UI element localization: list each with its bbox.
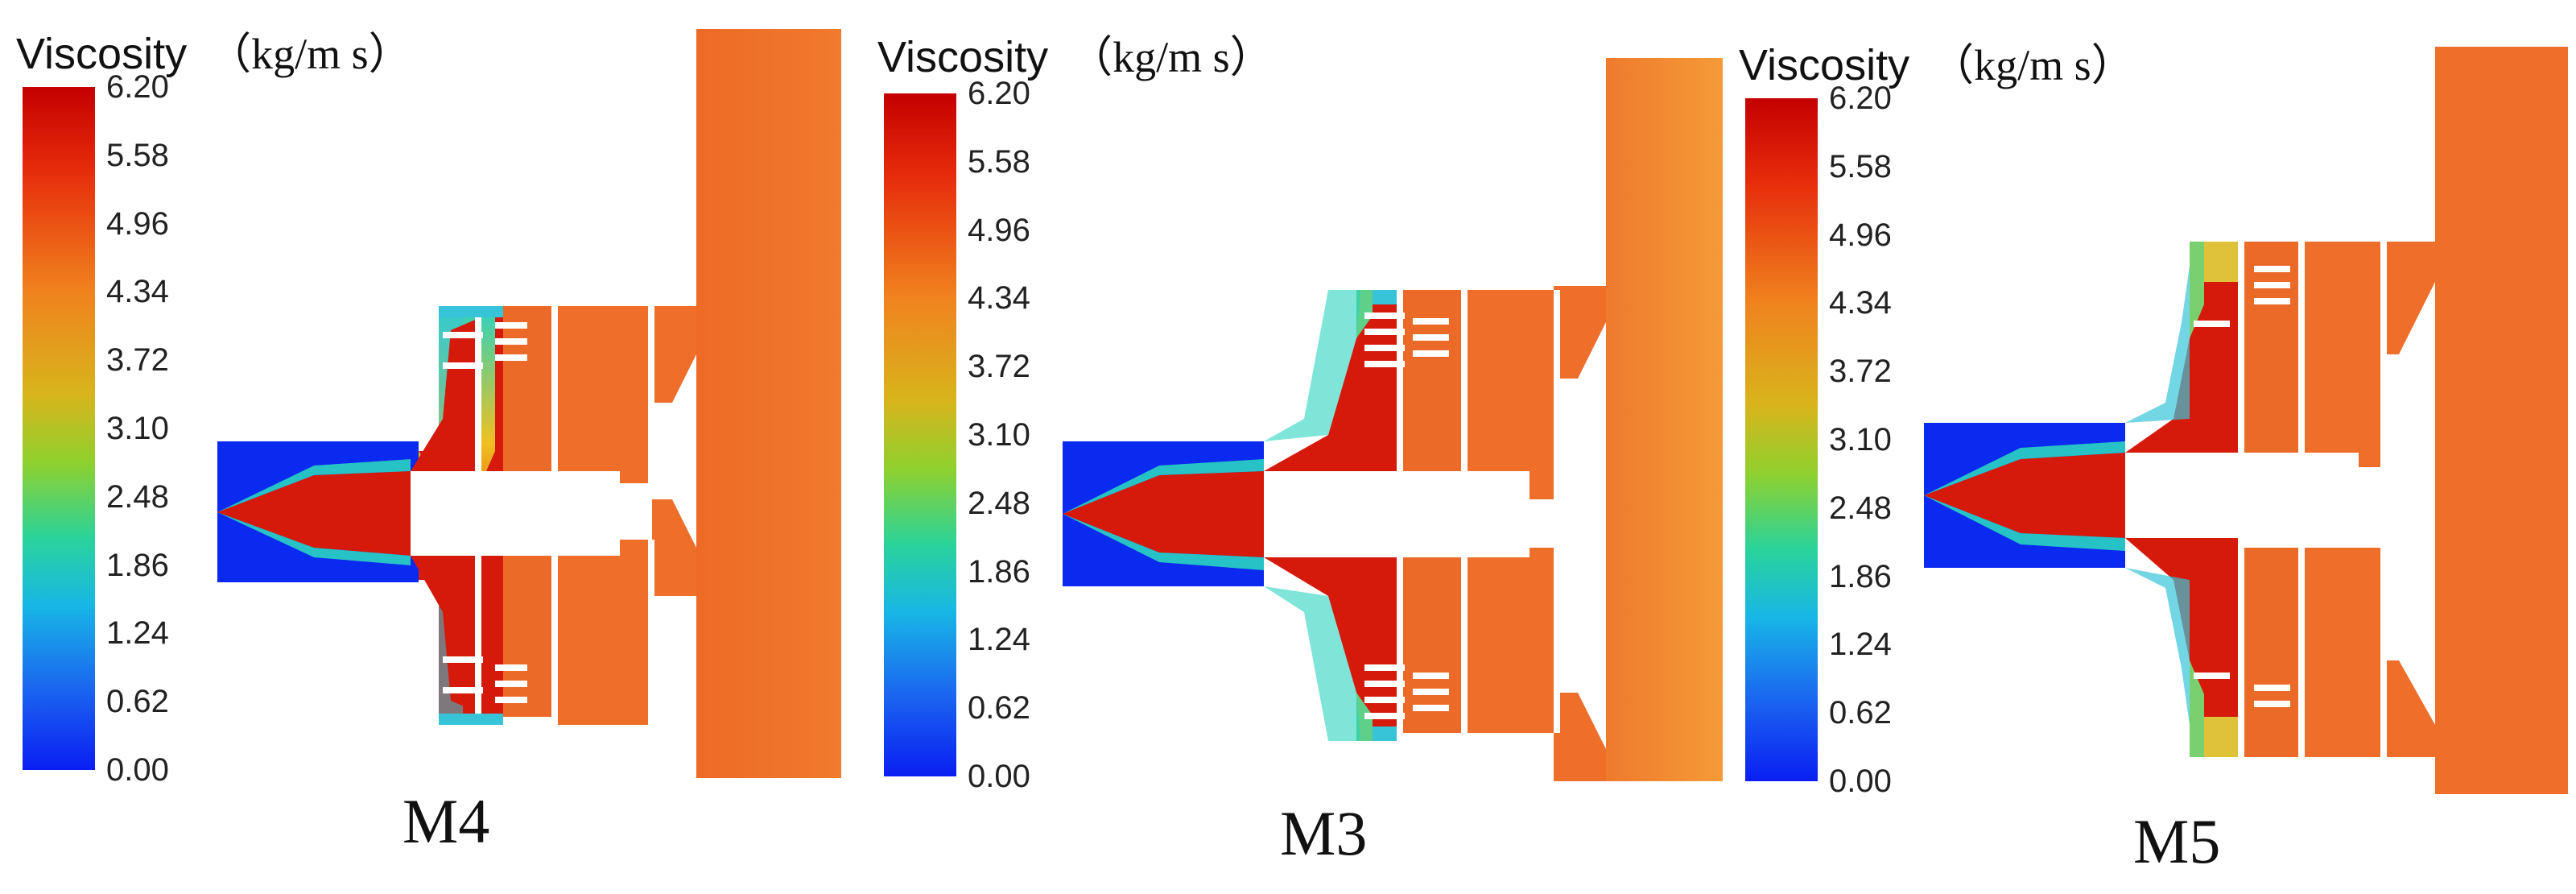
colorbar-title-text: Viscosity [16, 30, 188, 78]
colorbar-title: Viscosity （kg/m s） [16, 18, 412, 81]
colorbar-tick-label: 0.00 [1829, 764, 1892, 799]
colorbar-tick-label: 3.72 [106, 342, 169, 379]
model-label-m3: M3 [1280, 798, 1368, 868]
colorbar-title: Viscosity （kg/m s） [1739, 29, 2135, 93]
colorbar-tick-label: 4.96 [1829, 217, 1892, 253]
colorbar-title-text: Viscosity [877, 33, 1049, 81]
colorbar-tick-label: 6.20 [1829, 81, 1892, 116]
colorbar-unit: （kg/m s） [1069, 33, 1274, 81]
panel-m3: Viscosity （kg/m s） 6.20 5.58 4.96 4.34 3.72 3.… [861, 0, 1723, 894]
panel-m4: Viscosity （kg/m s） 6.20 5.58 4.96 4.34 3.72 3.… [0, 0, 861, 894]
viscosity-contour-m3 [1063, 58, 1723, 781]
model-label-m5: M5 [2133, 806, 2221, 876]
colorbar-tick-label: 3.10 [968, 417, 1030, 453]
colorbar-tick-label: 0.62 [968, 690, 1030, 726]
colorbar-tick-label: 3.72 [1829, 354, 1892, 390]
colorbar [23, 87, 95, 770]
colorbar-tick-label: 1.86 [968, 553, 1030, 590]
colorbar-tick-label: 2.48 [106, 478, 169, 515]
colorbar-tick-label: 3.72 [968, 349, 1030, 385]
colorbar-unit: （kg/m s） [208, 30, 412, 78]
colorbar-tick-label: 4.96 [968, 212, 1030, 248]
colorbar [1745, 98, 1818, 781]
colorbar-tick-label: 1.24 [1829, 627, 1892, 663]
panel-m5: Viscosity （kg/m s） 6.20 5.58 4.96 4.34 3.72 3.… [1723, 0, 2576, 894]
colorbar-tick-label: 6.20 [968, 76, 1030, 111]
colorbar-tick-label: 1.24 [106, 615, 169, 652]
colorbar-tick-label: 0.00 [106, 752, 169, 788]
colorbar [884, 93, 956, 776]
colorbar-title: Viscosity （kg/m s） [877, 21, 1274, 85]
model-label-m4: M4 [402, 786, 490, 856]
colorbar-tick-label: 4.34 [106, 274, 169, 310]
colorbar-tick-label: 4.34 [1829, 285, 1892, 321]
colorbar-tick-label: 3.10 [106, 411, 169, 446]
viscosity-contour-m4 [217, 29, 841, 778]
colorbar-tick-label: 1.86 [106, 547, 169, 583]
colorbar-tick-label: 4.96 [106, 205, 169, 242]
colorbar-tick-label: 0.00 [968, 759, 1030, 794]
colorbar-unit: （kg/m s） [1930, 41, 2135, 89]
colorbar-title-text: Viscosity [1739, 41, 1910, 89]
colorbar-tick-label: 3.10 [1829, 422, 1892, 457]
colorbar-tick-label: 5.58 [1829, 148, 1892, 184]
colorbar-tick-label: 4.34 [968, 280, 1030, 317]
colorbar-tick-label: 0.62 [1829, 695, 1892, 731]
colorbar-tick-label: 1.24 [968, 622, 1030, 658]
colorbar-tick-label: 5.58 [106, 137, 169, 173]
viscosity-contour-m5 [1924, 47, 2568, 794]
colorbar-tick-label: 6.20 [106, 69, 169, 105]
colorbar-tick-label: 0.62 [106, 684, 169, 720]
colorbar-tick-label: 2.48 [968, 485, 1030, 521]
colorbar-tick-label: 2.48 [1829, 490, 1892, 526]
colorbar-tick-label: 1.86 [1829, 558, 1892, 594]
colorbar-tick-label: 5.58 [968, 143, 1030, 180]
